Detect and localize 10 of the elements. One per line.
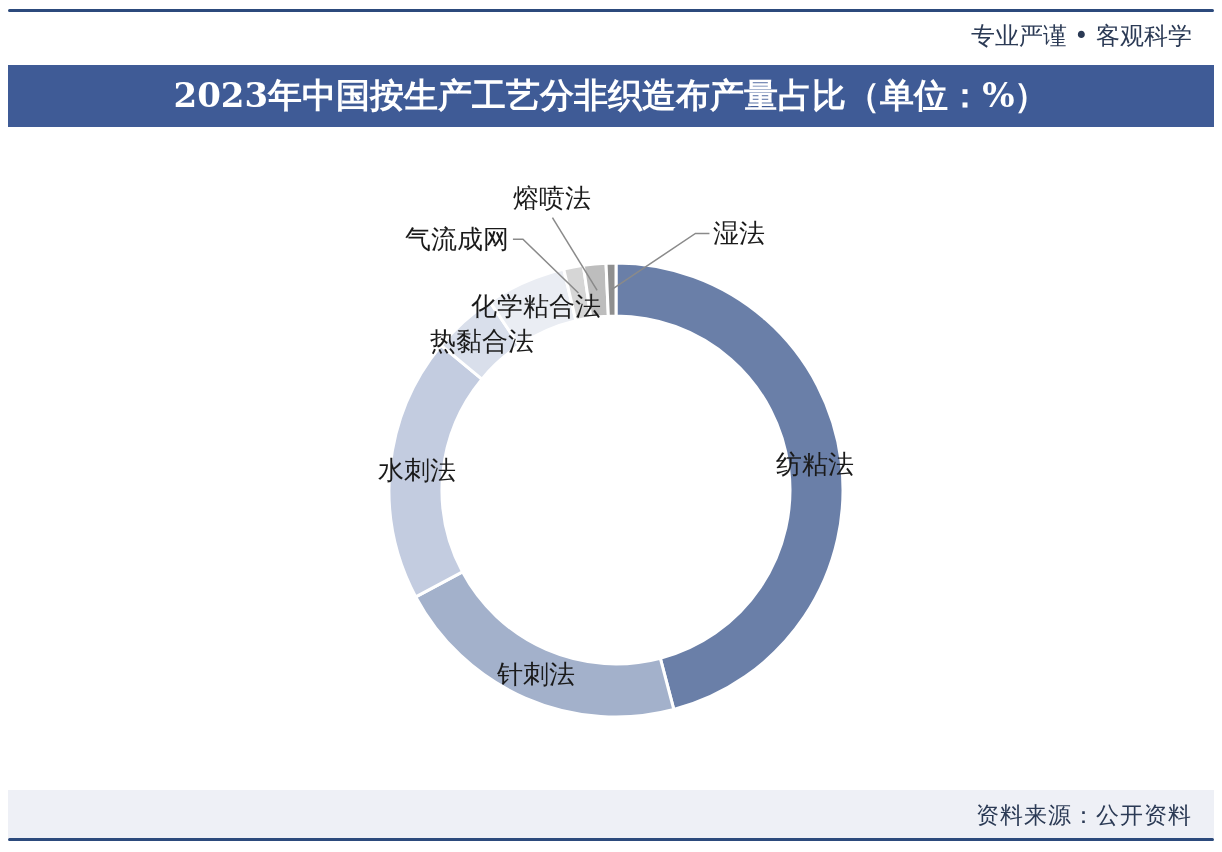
slice-label: 热黏合法 [429, 326, 534, 357]
slice-label: 水刺法 [377, 454, 456, 485]
slice-label: 针刺法 [495, 658, 575, 689]
slice-label: 湿法 [713, 218, 766, 249]
slice-label: 化学粘合法 [470, 291, 601, 322]
text: 资料来源：公开资料 [976, 801, 1192, 830]
text: 专业严谨 • 客观科学 [970, 21, 1192, 52]
slice-label: 熔喷法 [513, 182, 592, 213]
slice-label: 气流成网 [404, 224, 509, 255]
chart-title: 2023年中国按生产工艺分非织造布产量占比（单位：%） [173, 74, 1049, 117]
